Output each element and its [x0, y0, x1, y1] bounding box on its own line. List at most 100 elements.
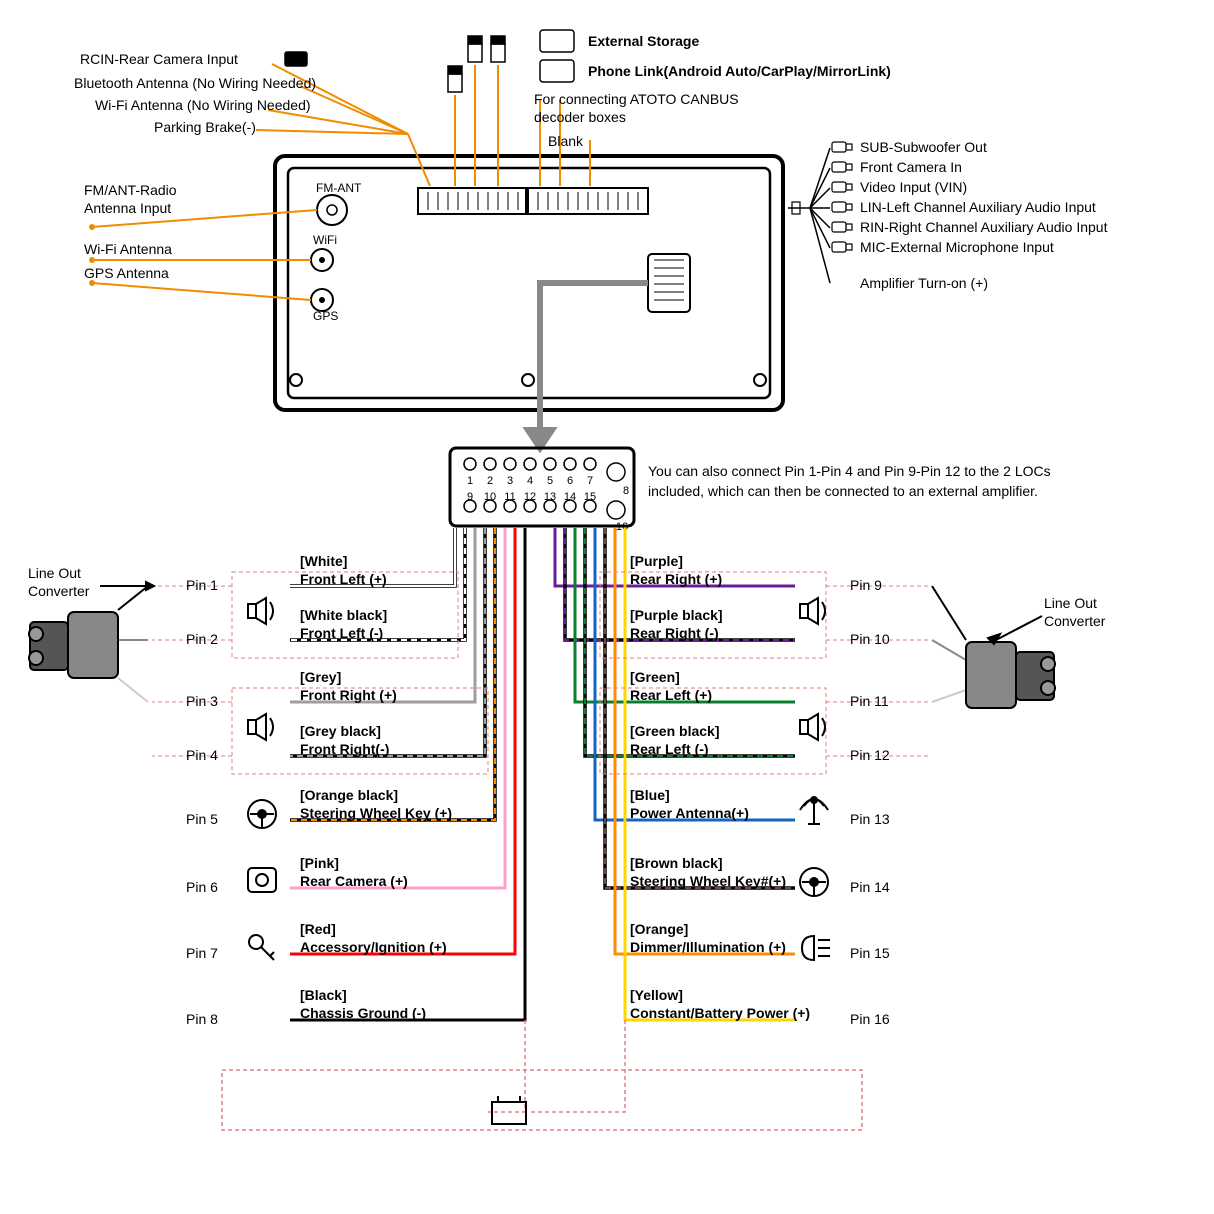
svg-text:Converter: Converter	[28, 583, 90, 599]
ext-storage-label: External Storage	[588, 33, 699, 49]
svg-text:Front Right(-): Front Right(-)	[300, 741, 389, 757]
svg-text:[Brown black]: [Brown black]	[630, 855, 723, 871]
vin-label: Video Input (VIN)	[860, 179, 967, 195]
svg-text:Line Out: Line Out	[28, 565, 81, 581]
svg-text:[Orange black]: [Orange black]	[300, 787, 398, 803]
rin-label: RIN-Right Channel Auxiliary Audio Input	[860, 219, 1108, 235]
antenna-icon	[800, 797, 828, 824]
svg-text:Rear Left (-): Rear Left (-)	[630, 741, 709, 757]
svg-text:Pin 15: Pin 15	[850, 945, 890, 961]
svg-text:3: 3	[507, 475, 513, 487]
svg-text:Front Right (+): Front Right (+)	[300, 687, 397, 703]
svg-text:Pin 11: Pin 11	[850, 693, 889, 709]
svg-text:2: 2	[487, 475, 493, 487]
wifi-label: Wi-Fi Antenna	[84, 241, 172, 257]
svg-text:Pin 14: Pin 14	[850, 879, 890, 895]
svg-text:Converter: Converter	[1044, 613, 1106, 629]
svg-text:11: 11	[504, 491, 515, 503]
loc-right: Line Out Converter	[932, 586, 1106, 756]
svg-text:Pin 10: Pin 10	[850, 631, 890, 647]
wheel-icon	[800, 868, 828, 896]
svg-text:Power Antenna(+): Power Antenna(+)	[630, 805, 749, 821]
canbus-label-2: decoder boxes	[534, 109, 626, 125]
svg-text:[Grey black]: [Grey black]	[300, 723, 381, 739]
svg-text:Pin 8: Pin 8	[186, 1011, 218, 1027]
loc-left: Line Out Converter	[28, 565, 148, 756]
svg-text:Dimmer/Illumination (+): Dimmer/Illumination (+)	[630, 939, 786, 955]
svg-text:15: 15	[584, 491, 596, 503]
parking-label: Parking Brake(-)	[154, 119, 256, 135]
svg-text:[Purple]: [Purple]	[630, 553, 683, 569]
svg-text:Line Out: Line Out	[1044, 595, 1097, 611]
svg-text:6: 6	[567, 475, 573, 487]
svg-text:Pin 4: Pin 4	[186, 747, 218, 763]
svg-text:Rear Left (+): Rear Left (+)	[630, 687, 712, 703]
wheel-icon	[248, 800, 276, 828]
svg-text:Pin 6: Pin 6	[186, 879, 218, 895]
mic-label: MIC-External Microphone Input	[860, 239, 1054, 255]
note-line1: You can also connect Pin 1-Pin 4 and Pin…	[648, 463, 1051, 479]
svg-text:Rear Right (-): Rear Right (-)	[630, 625, 719, 641]
svg-text:[Red]: [Red]	[300, 921, 336, 937]
bt-label: Bluetooth Antenna (No Wiring Needed)	[74, 75, 316, 91]
svg-text:Front Left (-): Front Left (-)	[300, 625, 383, 641]
svg-text:Pin 12: Pin 12	[850, 747, 890, 763]
svg-text:[Orange]: [Orange]	[630, 921, 688, 937]
svg-text:[Black]: [Black]	[300, 987, 347, 1003]
port-fm-label: FM-ANT	[316, 181, 362, 195]
left-wire-labels: [White] Front Left (+) [White black] Fro…	[300, 553, 452, 1021]
fm-label-2: Antenna Input	[84, 200, 171, 216]
speaker-icon	[800, 598, 825, 624]
svg-text:4: 4	[527, 475, 533, 487]
port-gps-label: GPS	[313, 309, 338, 323]
note-line2: included, which can then be connected to…	[648, 483, 1038, 499]
phone-link-label: Phone Link(Android Auto/CarPlay/MirrorLi…	[588, 63, 891, 79]
svg-text:12: 12	[524, 491, 536, 503]
svg-text:8: 8	[623, 485, 629, 497]
svg-text:7: 7	[587, 475, 593, 487]
svg-text:Chassis Ground (-): Chassis Ground (-)	[300, 1005, 426, 1021]
svg-text:[Yellow]: [Yellow]	[630, 987, 683, 1003]
headlight-icon	[802, 936, 830, 960]
svg-text:Pin 7: Pin 7	[186, 945, 218, 961]
svg-text:[Purple black]: [Purple black]	[630, 607, 723, 623]
svg-text:[White]: [White]	[300, 553, 347, 569]
svg-text:13: 13	[544, 491, 556, 503]
svg-text:1: 1	[467, 475, 473, 487]
svg-text:Pin 1: Pin 1	[186, 577, 218, 593]
camera-icon	[248, 868, 276, 892]
svg-text:5: 5	[547, 475, 553, 487]
svg-text:14: 14	[564, 491, 576, 503]
svg-text:Pin 2: Pin 2	[186, 631, 218, 647]
gps-label: GPS Antenna	[84, 265, 169, 281]
svg-text:Front Left (+): Front Left (+)	[300, 571, 387, 587]
svg-text:Rear Camera (+): Rear Camera (+)	[300, 873, 408, 889]
amp-label: Amplifier Turn-on (+)	[860, 275, 988, 291]
svg-text:[White black]: [White black]	[300, 607, 387, 623]
canbus-label-1: For connecting ATOTO CANBUS	[534, 91, 739, 107]
svg-text:Pin 13: Pin 13	[850, 811, 890, 827]
svg-text:[Pink]: [Pink]	[300, 855, 339, 871]
speaker-icon	[800, 714, 825, 740]
svg-text:[Grey]: [Grey]	[300, 669, 341, 685]
svg-text:Pin 16: Pin 16	[850, 1011, 890, 1027]
speaker-icon	[248, 598, 273, 624]
svg-text:[Green black]: [Green black]	[630, 723, 719, 739]
rcin-label: RCIN-Rear Camera Input	[80, 51, 238, 67]
speaker-icon	[248, 714, 273, 740]
blank-label: Blank	[548, 133, 584, 149]
svg-text:10: 10	[484, 491, 496, 503]
wifi-top-label: Wi-Fi Antenna (No Wiring Needed)	[95, 97, 311, 113]
lin-label: LIN-Left Channel Auxiliary Audio Input	[860, 199, 1096, 215]
svg-text:Steering Wheel Key#(+): Steering Wheel Key#(+)	[630, 873, 786, 889]
svg-text:Steering Wheel Key (+): Steering Wheel Key (+)	[300, 805, 452, 821]
svg-text:[Blue]: [Blue]	[630, 787, 670, 803]
wiring-diagram: FM-ANT WiFi GPS	[0, 0, 1214, 1214]
svg-text:Pin 5: Pin 5	[186, 811, 218, 827]
key-icon	[249, 935, 274, 960]
battery-icon	[492, 1096, 526, 1124]
main-connector	[450, 448, 634, 526]
svg-text:Constant/Battery Power (+): Constant/Battery Power (+)	[630, 1005, 810, 1021]
fm-label-1: FM/ANT-Radio	[84, 182, 177, 198]
svg-text:Accessory/Ignition (+): Accessory/Ignition (+)	[300, 939, 447, 955]
